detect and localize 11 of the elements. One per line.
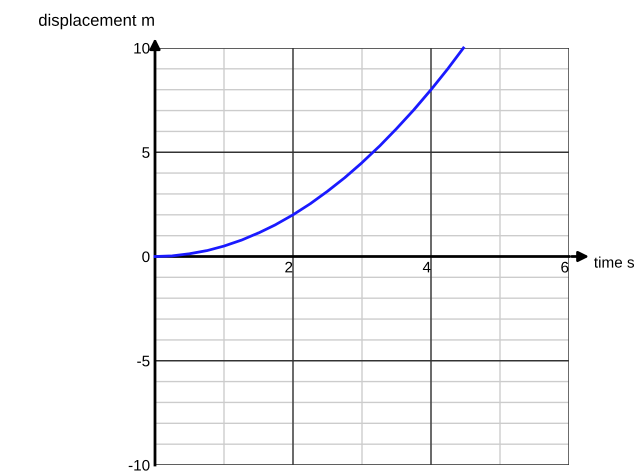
x-tick-label: 2 bbox=[285, 262, 292, 272]
x-axis-title: time s bbox=[594, 256, 634, 268]
x-tick-label: 4 bbox=[422, 262, 431, 272]
y-tick-label: 5 bbox=[142, 147, 150, 158]
y-tick-label: 10 bbox=[134, 42, 150, 54]
y-axis-title: displacement m bbox=[38, 14, 154, 30]
x-tick-label: 6 bbox=[561, 262, 568, 273]
y-tick-label: -5 bbox=[137, 356, 150, 366]
y-tick-label: -10 bbox=[128, 460, 150, 471]
line-series bbox=[154, 46, 465, 258]
y-tick-label: 0 bbox=[142, 251, 150, 262]
